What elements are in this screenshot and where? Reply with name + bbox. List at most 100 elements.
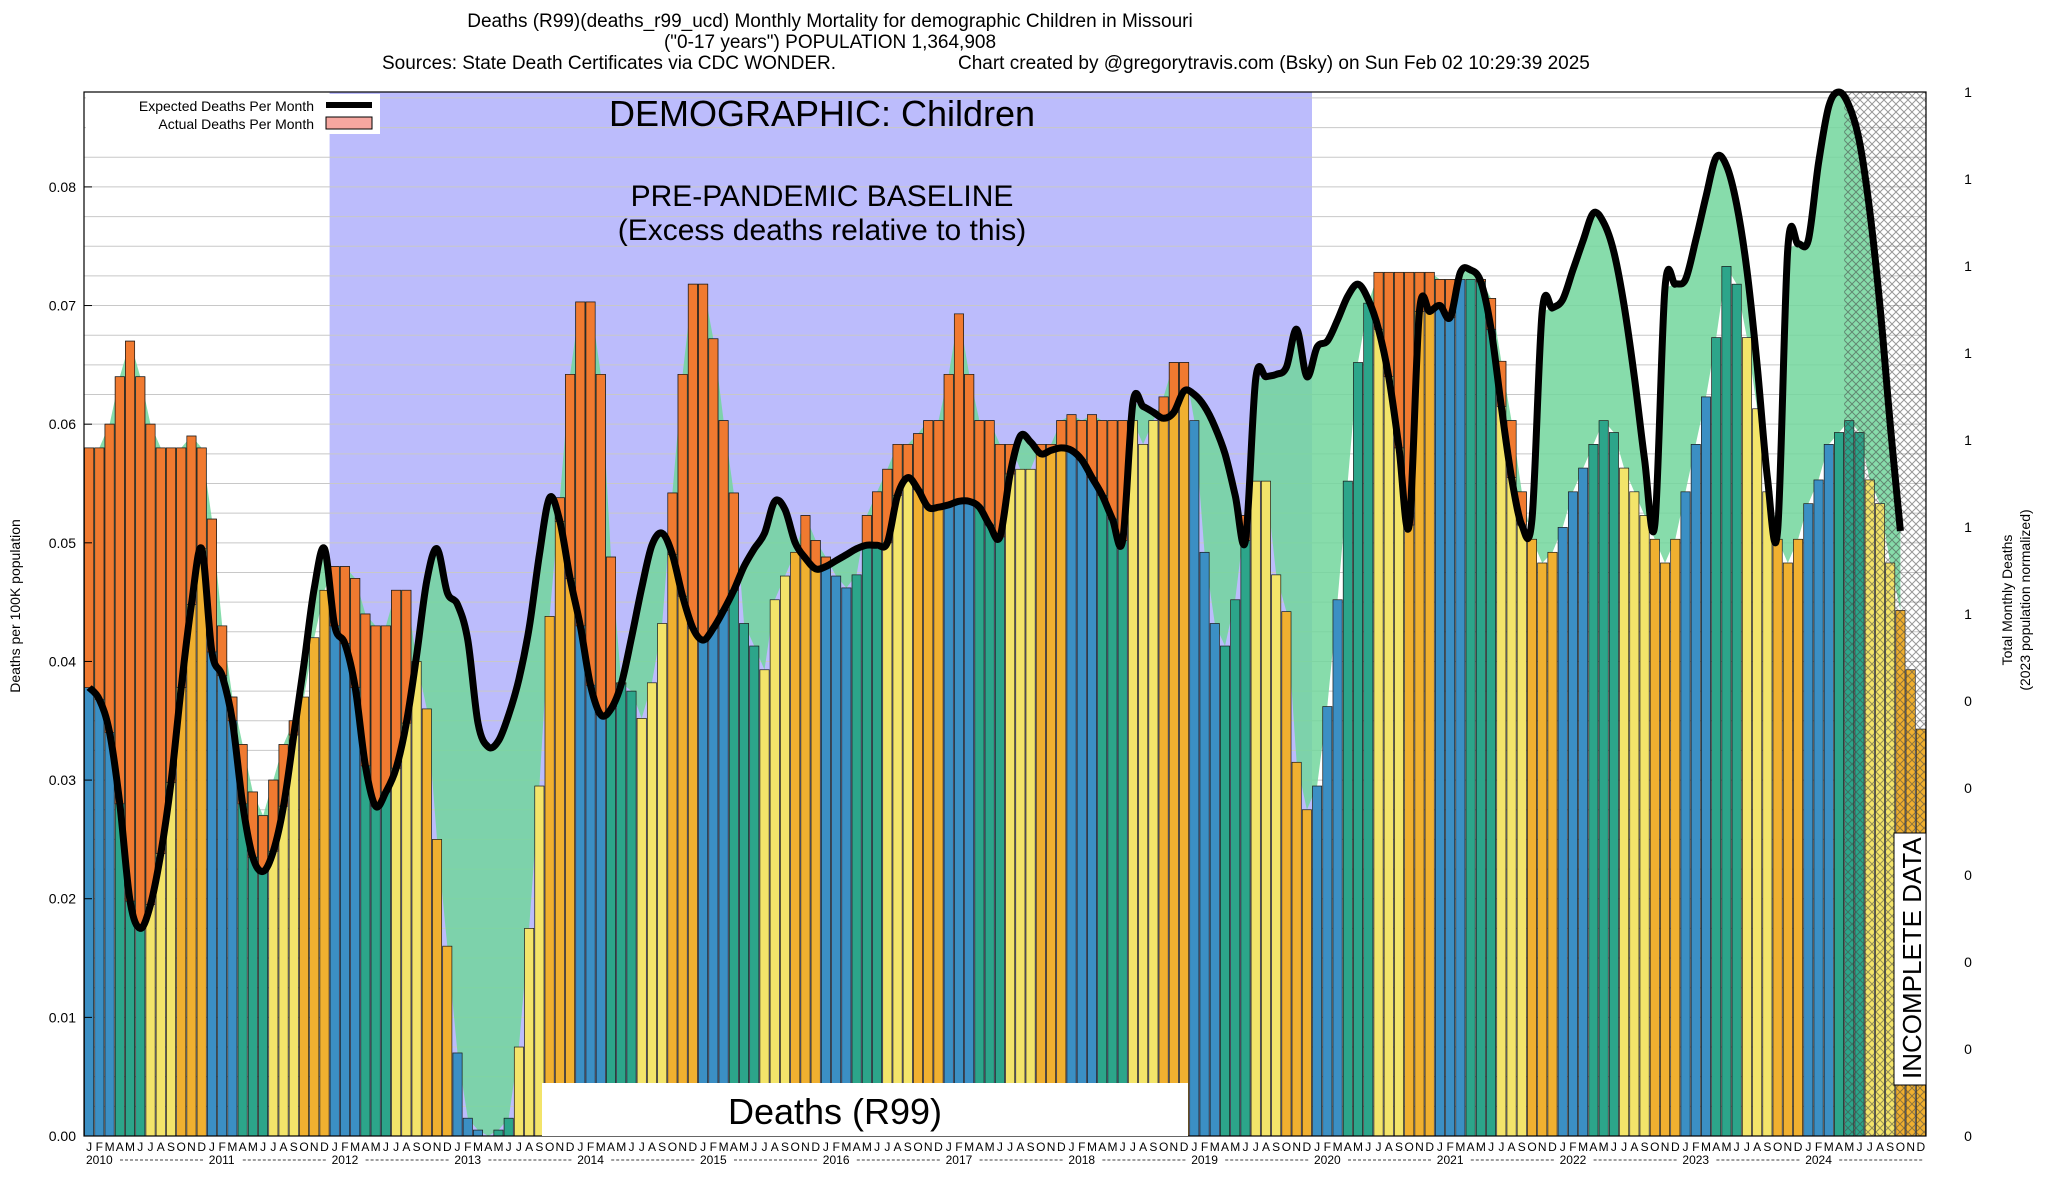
month-tick-label: S <box>535 1140 543 1154</box>
bar <box>1312 785 1323 1137</box>
bar-excess <box>677 374 688 597</box>
month-tick-label: M <box>719 1140 729 1154</box>
year-label: 2019 <box>1191 1153 1218 1167</box>
bar <box>1701 396 1711 1137</box>
bar <box>1230 599 1241 1137</box>
bar <box>1711 337 1722 1137</box>
bar <box>217 625 228 1137</box>
y2-tick-label: 1 <box>1964 171 1972 187</box>
month-tick-label: M <box>1210 1140 1220 1154</box>
month-tick-label: M <box>1107 1140 1117 1154</box>
bar <box>1649 538 1660 1137</box>
month-tick-label: J <box>209 1140 215 1154</box>
bar <box>1588 444 1599 1137</box>
bar <box>1271 574 1282 1137</box>
month-tick-label: J <box>874 1140 880 1154</box>
bar <box>1066 414 1077 1137</box>
bar-excess <box>943 374 954 506</box>
month-tick-label: O <box>791 1140 800 1154</box>
month-tick-label: J <box>1498 1140 1504 1154</box>
month-tick-label: A <box>607 1140 615 1154</box>
bar <box>892 444 903 1137</box>
month-tick-label: J <box>628 1140 634 1154</box>
month-tick-label: J <box>1560 1140 1566 1154</box>
month-tick-label: A <box>1139 1140 1147 1154</box>
month-tick-label: F <box>832 1140 839 1154</box>
bar <box>861 515 872 1137</box>
bar <box>1834 432 1844 1137</box>
bar-excess <box>84 447 95 688</box>
month-tick-label: S <box>1886 1140 1894 1154</box>
month-tick-label: M <box>227 1140 237 1154</box>
bar <box>667 492 678 1137</box>
month-tick-label: N <box>801 1140 810 1154</box>
month-tick-label: O <box>1527 1140 1536 1154</box>
bar <box>1322 706 1333 1137</box>
month-tick-label: F <box>1446 1140 1453 1154</box>
month-tick-label: S <box>904 1140 912 1154</box>
bar <box>1598 420 1609 1137</box>
month-tick-label: M <box>1599 1140 1609 1154</box>
bar <box>1496 360 1507 1137</box>
month-tick-label: O <box>1650 1140 1659 1154</box>
month-tick-label: F <box>1692 1140 1699 1154</box>
month-tick-label: A <box>484 1140 492 1154</box>
month-tick-label: J <box>393 1140 399 1154</box>
month-tick-label: J <box>1805 1140 1811 1154</box>
month-tick-label: N <box>1906 1140 1915 1154</box>
y-tick-label: 0.06 <box>49 416 76 432</box>
bar <box>841 587 852 1137</box>
bar <box>1547 551 1558 1137</box>
month-tick-label: J <box>1120 1140 1126 1154</box>
month-tick-label: J <box>137 1140 143 1154</box>
month-tick-label: J <box>751 1140 757 1154</box>
bar <box>1823 444 1834 1137</box>
month-tick-label: S <box>290 1140 298 1154</box>
bar <box>1148 420 1159 1137</box>
month-tick-label: D <box>1303 1140 1312 1154</box>
month-tick-label: F <box>218 1140 225 1154</box>
bar <box>1670 538 1681 1137</box>
month-tick-label: J <box>270 1140 276 1154</box>
month-tick-label: J <box>1734 1140 1740 1154</box>
bar <box>1220 645 1230 1137</box>
bar-excess <box>964 374 975 502</box>
bar <box>994 444 1005 1137</box>
month-tick-label: A <box>1508 1140 1516 1154</box>
bar <box>1557 527 1568 1137</box>
month-tick-label: A <box>116 1140 124 1154</box>
month-tick-label: F <box>341 1140 348 1154</box>
month-tick-label: J <box>506 1140 512 1154</box>
bar <box>319 589 330 1137</box>
expected-line <box>86 88 1904 932</box>
y2-tick-label: 0 <box>1964 867 1972 883</box>
month-tick-label: F <box>1078 1140 1085 1154</box>
month-tick-label: M <box>1087 1140 1097 1154</box>
year-label: 2024 <box>1805 1153 1832 1167</box>
month-tick-label: J <box>997 1140 1003 1154</box>
y2-tick-label: 0 <box>1964 1128 1972 1144</box>
bar-excess <box>923 420 934 508</box>
month-tick-label: A <box>402 1140 410 1154</box>
bar <box>739 623 750 1137</box>
month-tick-label: N <box>556 1140 565 1154</box>
bar <box>1793 538 1804 1137</box>
year-label: 2018 <box>1068 1153 1095 1167</box>
month-tick-label: N <box>310 1140 319 1154</box>
bar <box>1424 271 1435 1137</box>
month-tick-label: J <box>639 1140 645 1154</box>
month-tick-label: M <box>985 1140 995 1154</box>
month-tick-label: N <box>1415 1140 1424 1154</box>
bar <box>1332 599 1343 1137</box>
year-label: 2022 <box>1560 1153 1587 1167</box>
bar-excess <box>902 444 913 478</box>
month-tick-label: S <box>1027 1140 1035 1154</box>
bar <box>1516 491 1527 1137</box>
bar-excess <box>595 374 606 716</box>
bar <box>790 551 801 1137</box>
bar-excess <box>708 338 719 629</box>
month-tick-label: A <box>1344 1140 1352 1154</box>
month-tick-label: D <box>443 1140 452 1154</box>
bar <box>851 574 862 1137</box>
